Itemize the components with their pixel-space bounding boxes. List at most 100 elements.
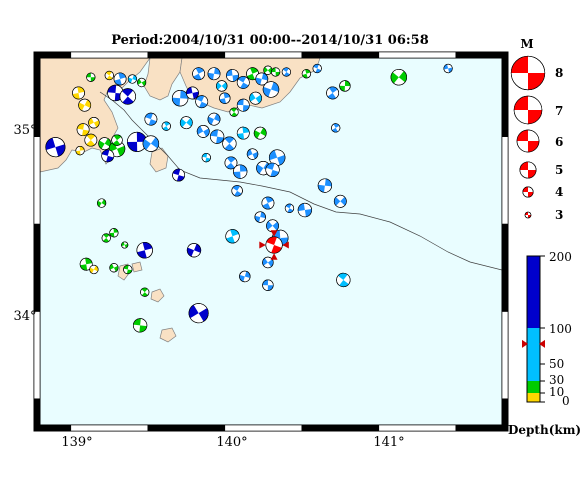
focal-mechanism	[236, 98, 250, 112]
focal-mechanism	[161, 121, 171, 131]
focal-mechanism	[72, 86, 85, 100]
focal-mechanism	[254, 211, 266, 223]
focal-mechanism	[172, 168, 186, 182]
magnitude-label-8: 8	[555, 66, 563, 80]
focal-mechanism	[312, 63, 322, 74]
focal-mechanism	[201, 153, 211, 163]
depth-band-50-100	[527, 328, 540, 364]
depth-label-30: 30	[549, 373, 564, 387]
focal-mechanism	[226, 69, 239, 82]
lon-label-140: 140°	[216, 435, 247, 450]
lon-label-139: 139°	[61, 435, 92, 450]
focal-mechanism	[331, 123, 341, 133]
focal-mechanism	[229, 107, 239, 117]
depth-band-0-10	[527, 393, 540, 402]
depth-band-100-200	[527, 256, 540, 328]
focal-mechanism	[109, 263, 119, 273]
focal-mechanism	[219, 92, 231, 104]
focal-mechanism	[246, 67, 259, 81]
period-title: Period:2004/10/31 00:00--2014/10/31 06:5…	[111, 33, 429, 48]
focal-mechanism	[261, 196, 275, 210]
focal-mechanism	[326, 86, 340, 100]
magnitude-label-5: 5	[555, 163, 563, 177]
focal-mechanism	[249, 91, 263, 105]
focal-mechanism	[101, 233, 111, 243]
focal-mechanism	[79, 257, 93, 271]
focal-mechanism	[123, 264, 133, 275]
depth-band-10-30	[527, 381, 540, 393]
focal-mechanism	[216, 80, 228, 92]
lat-label-35: 35°	[13, 123, 36, 138]
focal-mechanism	[136, 242, 153, 259]
magnitude-label-3: 3	[555, 208, 563, 222]
focal-mechanism	[179, 116, 193, 130]
focal-mechanism	[121, 241, 129, 249]
focal-mechanism	[336, 272, 351, 288]
focal-mechanism	[339, 80, 351, 92]
focal-mechanism	[255, 72, 269, 86]
depth-legend-title: Depth(km)	[508, 423, 580, 437]
focal-mechanism	[225, 229, 240, 244]
focal-mechanism	[119, 88, 136, 105]
focal-mechanism	[268, 149, 286, 166]
magnitude-label-6: 6	[555, 135, 563, 149]
focal-mechanism	[236, 126, 250, 140]
magnitude-label-4: 4	[555, 185, 563, 199]
focal-mechanism	[45, 137, 66, 158]
depth-colorbar: 200 100 50 30 10 0 Depth(km)	[508, 250, 580, 437]
depth-band-30-50	[527, 364, 540, 381]
magnitude-legend-ball	[522, 186, 534, 198]
main-shock-marker	[282, 241, 289, 249]
focal-mechanism	[195, 95, 209, 109]
depth-label-10: 10	[549, 385, 564, 399]
focal-mechanism	[262, 279, 274, 291]
kozushima-island	[131, 261, 143, 273]
focal-mechanism	[98, 137, 112, 151]
magnitude-legend-ball	[519, 161, 537, 179]
depth-marker-left	[522, 339, 528, 348]
focal-mechanism	[262, 256, 274, 269]
mechanism-layer	[45, 63, 453, 333]
focal-mechanism	[246, 148, 259, 160]
magnitude-legend-ball	[510, 55, 546, 91]
focal-mechanism	[231, 185, 243, 197]
map-panel	[39, 57, 503, 426]
magnitude-legend: M 8 7 6 5 4 3	[510, 37, 563, 222]
focal-mechanism	[284, 203, 295, 213]
magnitude-legend-ball	[513, 95, 543, 125]
focal-mechanism	[317, 178, 333, 193]
focal-mechanism	[239, 270, 251, 283]
focal-mechanism	[88, 116, 100, 129]
focal-mechanism	[101, 149, 115, 163]
depth-label-200: 200	[549, 250, 572, 264]
focal-mechanism	[222, 136, 237, 151]
focal-mechanism	[144, 112, 158, 126]
focal-mechanism	[75, 146, 85, 156]
map-frame	[33, 51, 509, 432]
main-shock-mechanism	[265, 236, 283, 254]
focal-mechanism	[78, 98, 92, 112]
focal-mechanism	[188, 303, 209, 324]
focal-mechanism	[207, 112, 221, 126]
depth-marker-right	[539, 339, 545, 348]
lon-label-141: 141°	[373, 435, 404, 450]
focal-mechanism	[186, 243, 202, 258]
depth-label-0: 0	[562, 394, 570, 408]
focal-mechanism	[86, 72, 96, 82]
sagami-trench	[99, 91, 502, 271]
focal-mechanism	[233, 164, 248, 179]
focal-mechanism	[76, 123, 90, 137]
main-shock-marker	[259, 241, 266, 249]
focal-mechanism	[209, 129, 225, 144]
focal-mechanism	[253, 126, 267, 140]
depth-label-100: 100	[549, 322, 572, 336]
focal-mechanism	[443, 63, 453, 74]
focal-mechanism	[111, 134, 123, 146]
focal-mechanism	[262, 81, 280, 98]
depth-marker	[522, 339, 545, 348]
focal-mechanism	[301, 69, 312, 79]
miyakejima-island	[159, 327, 177, 343]
lat-label-34: 34°	[13, 309, 36, 324]
focal-mechanism	[207, 67, 221, 81]
